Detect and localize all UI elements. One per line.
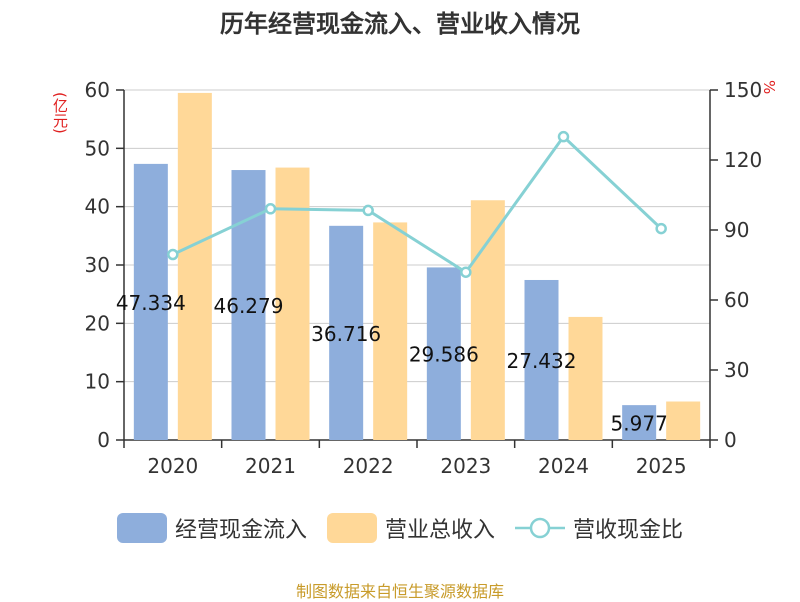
x-axis-tick-label: 2024 (538, 454, 589, 478)
legend-label-cash-inflow: 经营现金流入 (174, 518, 307, 543)
left-axis-tick-label: 40 (85, 195, 110, 219)
data-label-cash-inflow: 29.586 (409, 343, 479, 367)
legend-line-marker-icon (515, 517, 565, 539)
right-axis-tick-label: 90 (724, 218, 749, 242)
legend-swatch-revenue (326, 513, 377, 543)
source-note: 制图数据来自恒生聚源数据库 (295, 582, 504, 601)
bar-cash-inflow (524, 279, 559, 440)
right-axis-tick-label: 150 (724, 78, 762, 102)
data-label-cash-inflow: 46.279 (214, 294, 284, 318)
bar-revenue (177, 92, 212, 441)
left-axis-tick-label: 20 (85, 311, 110, 335)
data-label-cash-inflow: 27.432 (507, 349, 577, 373)
bar-revenue (470, 200, 505, 440)
left-axis-tick-label: 10 (85, 370, 110, 394)
bar-revenue (568, 316, 603, 440)
bar-revenue (373, 222, 408, 440)
point-ratio (167, 248, 179, 261)
legend-item-ratio[interactable]: 营收现金比 (515, 512, 683, 544)
right-axis-tick-label: 60 (724, 288, 749, 312)
data-label-cash-inflow: 36.716 (311, 322, 381, 346)
left-axis-tick-label: 60 (85, 78, 110, 102)
left-axis-tick-label: 50 (85, 136, 110, 160)
bar-cash-inflow (133, 163, 168, 440)
legend-label-revenue: 营业总收入 (384, 518, 495, 543)
legend: 经营现金流入 营业总收入 营收现金比 (0, 512, 800, 544)
line-ratio (172, 134, 663, 275)
point-ratio (264, 203, 277, 215)
data-label-cash-inflow: 5.977 (611, 412, 668, 436)
bar-cash-inflow (622, 405, 657, 440)
x-axis-tick-label: 2023 (440, 454, 491, 478)
bar-cash-inflow (329, 225, 364, 440)
legend-item-revenue[interactable]: 营业总收入 (326, 512, 495, 544)
bar-revenue (666, 401, 701, 440)
legend-label-ratio: 营收现金比 (573, 518, 684, 543)
left-axis-tick-label: 0 (97, 428, 110, 452)
x-axis-tick-label: 2021 (245, 454, 296, 478)
right-axis-tick-label: 0 (724, 428, 737, 452)
data-label-cash-inflow: 47.334 (116, 291, 186, 315)
legend-item-cash-inflow[interactable]: 经营现金流入 (116, 512, 307, 544)
bar-revenue (275, 167, 310, 441)
x-axis-tick-label: 2022 (343, 454, 394, 478)
right-axis-tick-label: 30 (724, 358, 749, 382)
left-axis-unit: (亿元) (51, 92, 69, 134)
bar-cash-inflow (426, 267, 461, 440)
point-ratio (362, 204, 374, 217)
left-axis-tick-label: 30 (85, 253, 110, 277)
point-ratio (557, 130, 570, 143)
chart-title: 历年经营现金流入、营业收入情况 (220, 10, 580, 38)
right-axis-tick-label: 120 (724, 148, 762, 172)
point-ratio (655, 222, 667, 235)
point-ratio (460, 266, 472, 278)
legend-swatch-cash-inflow (116, 513, 167, 543)
x-axis-tick-label: 2025 (636, 454, 687, 478)
x-axis-tick-label: 2020 (147, 454, 198, 478)
